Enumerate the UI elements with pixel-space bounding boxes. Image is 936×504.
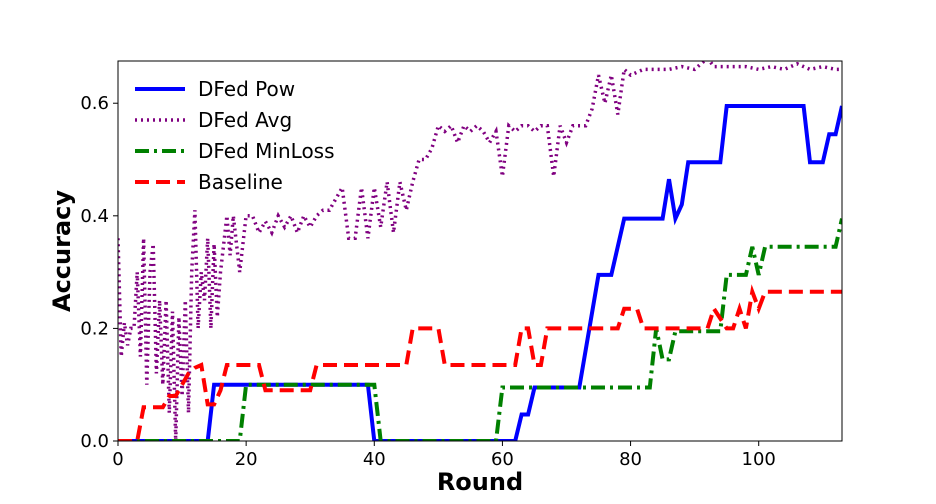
y-tick-label: 0.0 xyxy=(80,431,109,452)
legend-label-2: DFed MinLoss xyxy=(198,139,335,163)
series-line-1 xyxy=(118,61,842,441)
plot-area xyxy=(117,60,843,442)
y-tick-label: 0.4 xyxy=(80,206,109,227)
x-tick-label: 100 xyxy=(742,449,776,470)
series-line-0 xyxy=(118,104,842,441)
y-axis-ticks: 0.0 0.2 0.4 0.6 xyxy=(80,93,118,452)
y-tick-label: 0.6 xyxy=(80,93,109,114)
x-tick-label: 60 xyxy=(491,449,514,470)
x-tick-label: 40 xyxy=(363,449,386,470)
series-line-2 xyxy=(118,218,842,441)
y-tick-label: 0.2 xyxy=(80,318,109,339)
x-axis-ticks: 0 20 40 60 80 100 xyxy=(112,441,776,470)
legend-label-1: DFed Avg xyxy=(198,108,292,132)
legend-label-3: Baseline xyxy=(198,170,283,194)
x-tick-label: 20 xyxy=(235,449,258,470)
x-axis-title: Round xyxy=(437,468,523,496)
plot-frame xyxy=(117,60,843,442)
series-line-3 xyxy=(118,284,842,441)
x-tick-label: 80 xyxy=(619,449,642,470)
legend: DFed Pow DFed Avg DFed MinLoss Baseline xyxy=(135,77,335,194)
legend-label-0: DFed Pow xyxy=(198,77,295,101)
y-axis-title: Accuracy xyxy=(48,190,76,312)
x-tick-label: 0 xyxy=(112,449,123,470)
